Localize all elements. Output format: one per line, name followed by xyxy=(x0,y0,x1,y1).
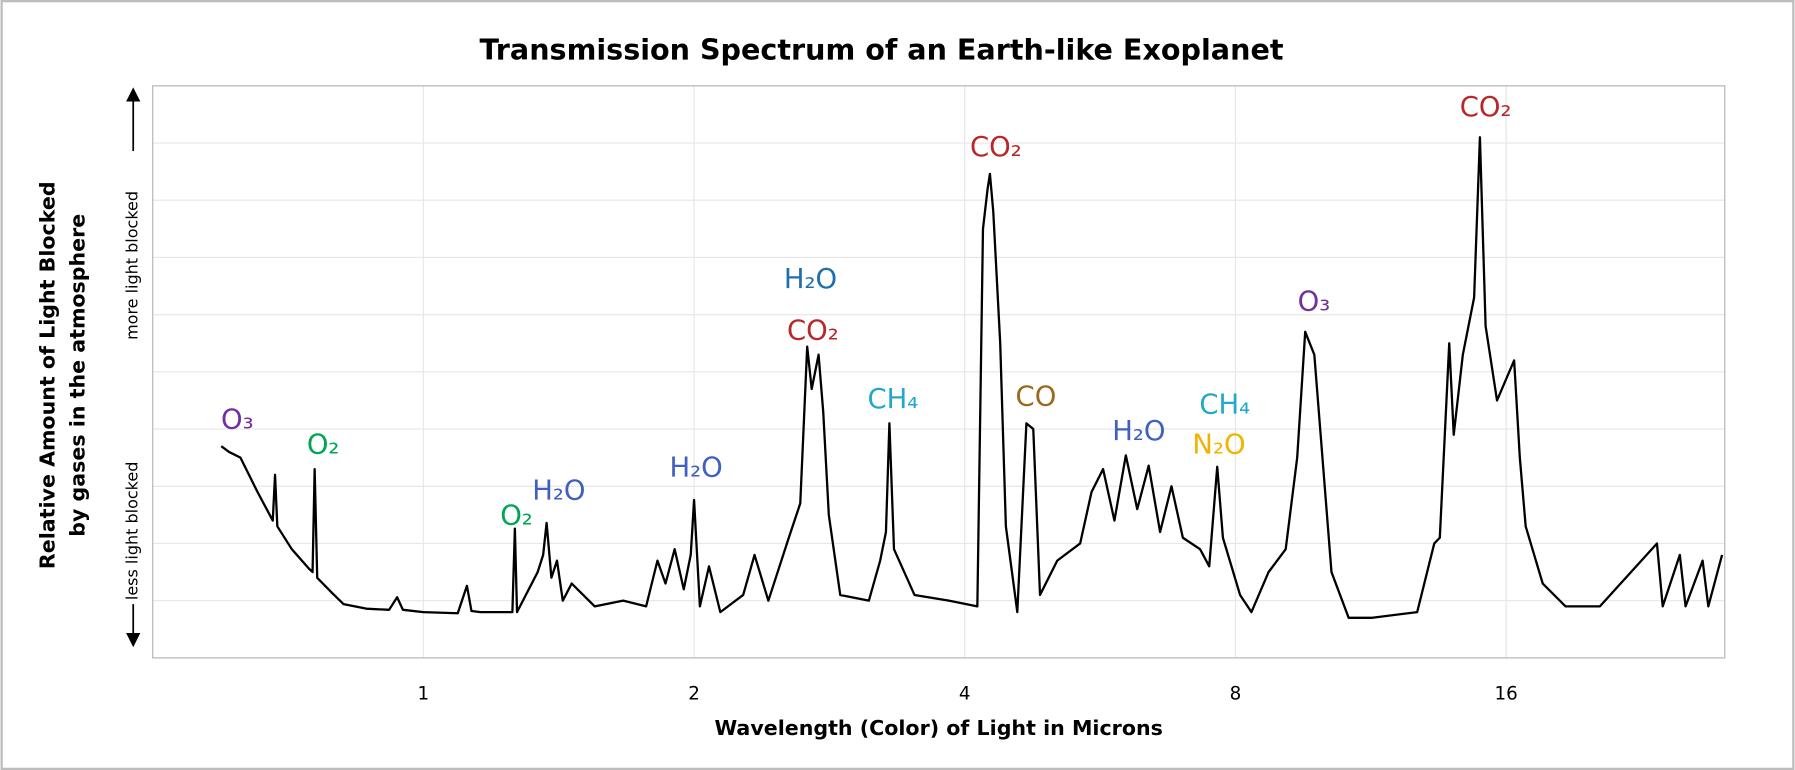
annotation: CH₄ xyxy=(1199,390,1250,421)
annotation: H₂O xyxy=(784,264,837,295)
x-tick-label: 2 xyxy=(688,683,700,704)
annotation: CO₂ xyxy=(787,315,839,346)
x-tick-label: 16 xyxy=(1495,683,1518,704)
annotation: O₂ xyxy=(307,430,340,461)
marks xyxy=(220,136,1724,619)
annotation: H₂O xyxy=(532,475,585,506)
annotation: N₂O xyxy=(1192,430,1245,461)
plot-area xyxy=(151,85,1726,659)
annotation: H₂O xyxy=(1112,416,1165,447)
y-axis-label: by gases in the atmosphere xyxy=(65,214,89,537)
x-axis-label: Wavelength (Color) of Light in Microns xyxy=(714,716,1162,740)
x-tick-label: 4 xyxy=(959,683,971,704)
annotation: O₃ xyxy=(221,405,254,436)
spectrum-line xyxy=(220,136,1724,619)
y-arrows xyxy=(126,87,141,648)
y-more-label: more light blocked xyxy=(123,191,142,340)
annotation: O₃ xyxy=(1298,287,1331,318)
annotation: CH₄ xyxy=(868,384,919,415)
grid xyxy=(152,85,1725,658)
x-tick-label: 8 xyxy=(1230,683,1242,704)
y-axis-label: Relative Amount of Light Blocked xyxy=(36,181,60,569)
annotation: CO₂ xyxy=(970,132,1022,163)
arrow-up-head xyxy=(126,87,141,102)
annotation: CO₂ xyxy=(1460,92,1512,123)
chart-title: Transmission Spectrum of an Earth-like E… xyxy=(479,32,1283,66)
arrow-down-head xyxy=(126,632,141,648)
annotation: O₂ xyxy=(500,501,533,532)
annotation: H₂O xyxy=(670,453,723,484)
y-less-label: less light blocked xyxy=(123,462,142,600)
x-tick-label: 1 xyxy=(418,683,430,704)
annotation: CO xyxy=(1016,382,1057,413)
